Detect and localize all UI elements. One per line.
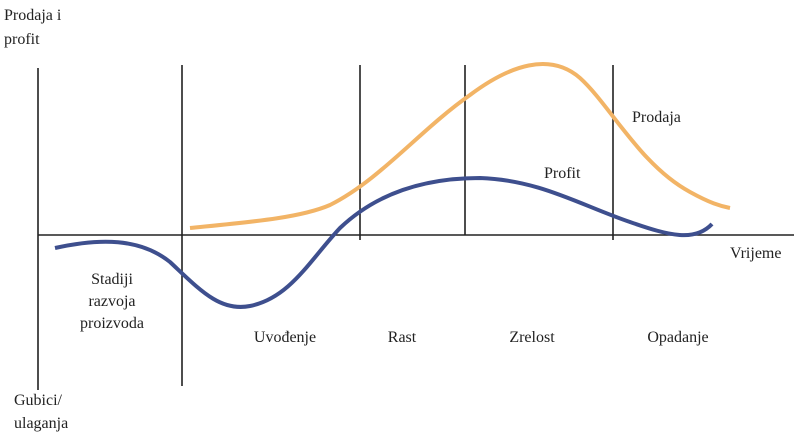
x-label: Vrijeme <box>730 245 781 262</box>
y-negative-label: Gubici/ <box>14 392 63 409</box>
profit-curve <box>54 175 714 309</box>
y-label: profit <box>4 31 40 48</box>
stage-label: Zrelost <box>509 329 555 346</box>
curve-label: Prodaja <box>632 109 681 126</box>
stage-label: Uvođenje <box>254 329 316 346</box>
y-negative-label: ulaganja <box>14 415 68 432</box>
y-label: Prodaja i <box>4 7 62 24</box>
curve-label: Profit <box>544 165 581 182</box>
sales-curve <box>189 62 731 230</box>
stage-label: Opadanje <box>647 329 708 346</box>
stage-label: Rast <box>388 329 417 346</box>
stage-label: proizvoda <box>80 315 144 332</box>
stage-label: Stadiji <box>91 271 133 288</box>
stage-label: razvoja <box>88 293 135 310</box>
